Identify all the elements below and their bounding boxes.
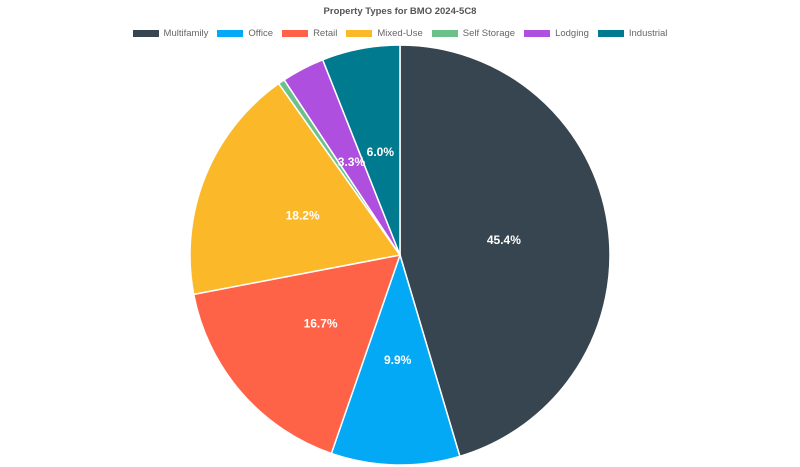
legend-label: Self Storage	[462, 28, 516, 39]
legend-label: Industrial	[628, 28, 668, 39]
legend-item-office[interactable]: Office	[217, 28, 273, 39]
legend-label: Mixed-Use	[377, 28, 423, 39]
legend-item-mixed-use[interactable]: Mixed-Use	[346, 28, 423, 39]
legend-label: Lodging	[555, 28, 589, 39]
data-label: 45.4%	[487, 233, 521, 247]
pie-slice-mixed-use[interactable]	[189, 82, 402, 296]
legend-swatch	[132, 30, 159, 37]
legend-label: Retail	[313, 28, 338, 39]
chart-title: Property Types for BMO 2024-5C8	[323, 6, 477, 17]
legend-swatch	[597, 30, 624, 37]
legend-item-retail[interactable]: Retail	[282, 28, 337, 39]
legend-swatch	[282, 30, 309, 37]
legend: Multifamily Office Retail Mixed-Use Self Sto…	[0, 28, 800, 39]
pie-slice-retail[interactable]	[192, 254, 402, 455]
data-label: 18.2%	[286, 209, 320, 223]
data-label: 16.7%	[304, 317, 338, 331]
legend-swatch	[217, 30, 244, 37]
data-label: 3.3%	[338, 155, 366, 169]
pie-slice-office[interactable]	[330, 252, 461, 466]
legend-label: Multifamily	[163, 28, 209, 39]
legend-label: Office	[248, 28, 274, 39]
legend-item-self-storage[interactable]: Self Storage	[431, 28, 516, 39]
legend-item-lodging[interactable]: Lodging	[524, 28, 589, 39]
pie-slice-multifamily[interactable]	[399, 44, 611, 458]
data-label: 6.0%	[367, 145, 395, 159]
legend-item-industrial[interactable]: Industrial	[597, 28, 668, 39]
legend-swatch	[524, 30, 551, 37]
data-label: 9.9%	[384, 353, 412, 367]
legend-item-multifamily[interactable]: Multifamily	[132, 28, 209, 39]
pie-slice-industrial[interactable]	[321, 44, 401, 256]
legend-swatch	[431, 30, 458, 37]
legend-swatch	[346, 30, 373, 37]
